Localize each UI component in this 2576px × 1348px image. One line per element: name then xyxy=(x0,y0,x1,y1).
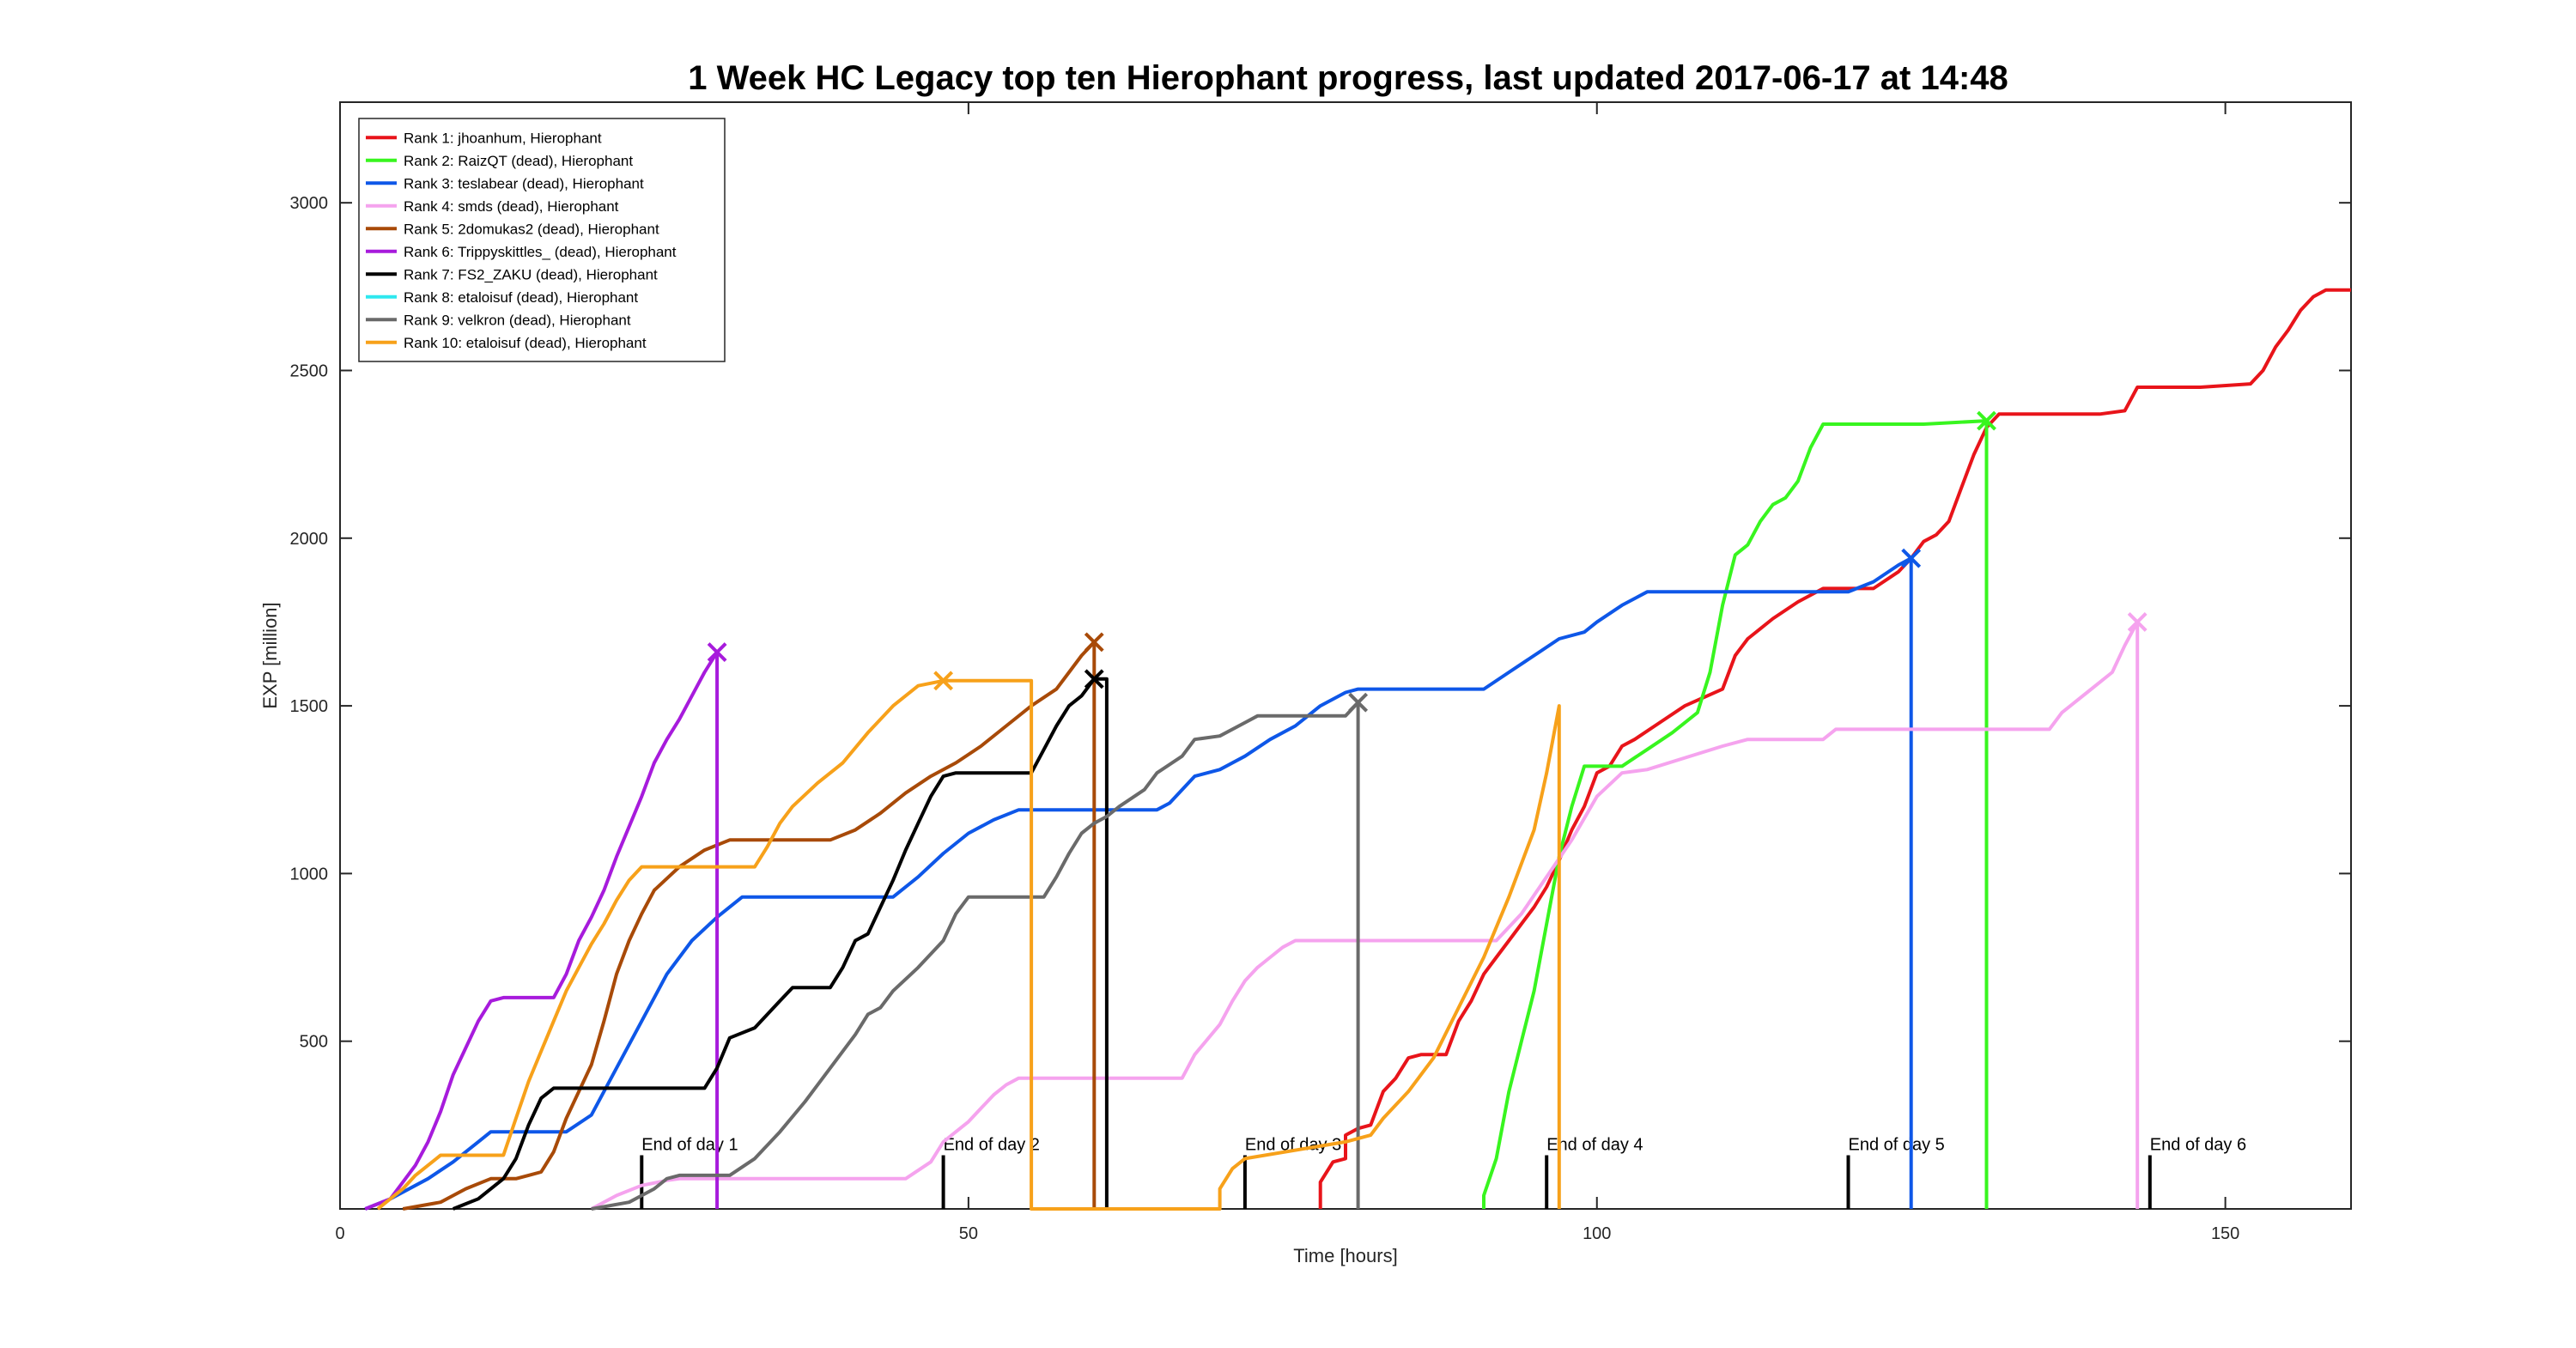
end-marker-rank-10 xyxy=(933,671,954,691)
x-tick-label: 150 xyxy=(2211,1224,2239,1243)
legend-entry-label: Rank 5: 2domukas2 (dead), Hierophant xyxy=(404,221,659,237)
day-marker-label: End of day 5 xyxy=(1849,1136,1945,1155)
series-line-rank-1 xyxy=(1318,288,2351,1209)
end-marker-rank-9 xyxy=(1348,692,1369,713)
y-tick-label: 1500 xyxy=(290,697,329,716)
x-tick-label: 100 xyxy=(1583,1224,1611,1243)
legend-box xyxy=(358,118,726,362)
legend-entry-label: Rank 10: etaloisuf (dead), Hierophant xyxy=(404,335,647,351)
end-marker-rank-4 xyxy=(2127,612,2148,632)
legend-entry-label: Rank 4: smds (dead), Hierophant xyxy=(404,198,619,215)
legend-entry-label: Rank 9: velkron (dead), Hierophant xyxy=(404,312,631,328)
x-tick-label: 0 xyxy=(335,1224,344,1243)
series-line-rank-2 xyxy=(1482,419,1989,1209)
day-marker-label: End of day 6 xyxy=(2150,1136,2246,1155)
legend: Rank 1: jhoanhum, Hierophant Rank 2: Raiz… xyxy=(358,118,726,362)
x-axis-label: Time [hours] xyxy=(1293,1245,1397,1266)
y-tick-label: 2500 xyxy=(290,361,329,380)
end-markers xyxy=(707,410,2148,713)
x-axis: 0 50 100 150 xyxy=(335,102,2239,1243)
legend-entry-label: Rank 2: RaizQT (dead), Hierophant xyxy=(404,153,633,169)
series-line-rank-6 xyxy=(364,650,720,1211)
y-tick-label: 1000 xyxy=(290,865,329,883)
end-marker-rank-5 xyxy=(1084,632,1104,653)
legend-entry-label: Rank 8: etaloisuf (dead), Hierophant xyxy=(404,289,638,306)
day-marker-label: End of day 1 xyxy=(641,1136,738,1155)
series-line-rank-10 xyxy=(376,678,1561,1211)
day-marker-label: End of day 4 xyxy=(1546,1136,1643,1155)
chart-title: 1 Week HC Legacy top ten Hierophant prog… xyxy=(688,59,2008,97)
day-annotations: End of day 1 End of day 2 End of day 3 End … xyxy=(640,1136,2246,1209)
legend-entry-label: Rank 3: teslabear (dead), Hierophant xyxy=(404,175,644,191)
legend-entry-label: Rank 7: FS2_ZAKU (dead), Hierophant xyxy=(404,266,658,282)
x-tick-label: 50 xyxy=(959,1224,978,1243)
legend-entry-label: Rank 1: jhoanhum, Hierophant xyxy=(404,130,602,146)
day-marker-label: End of day 3 xyxy=(1245,1136,1341,1155)
end-marker-rank-3 xyxy=(1901,548,1922,568)
series-line-rank-3 xyxy=(364,556,1913,1211)
y-tick-label: 3000 xyxy=(290,194,329,213)
end-marker-rank-2 xyxy=(1977,410,1996,431)
series-line-rank-4 xyxy=(590,620,2140,1211)
y-tick-label: 500 xyxy=(300,1033,328,1052)
day-marker-label: End of day 2 xyxy=(944,1136,1040,1155)
end-marker-rank-7 xyxy=(1084,669,1104,689)
series-lines xyxy=(364,288,2351,1211)
y-axis-label: EXP [million] xyxy=(259,602,281,708)
legend-entry-label: Rank 6: Trippyskittles_ (dead), Hieropha… xyxy=(404,244,677,260)
series-line-rank-7 xyxy=(452,677,1109,1211)
series-line-rank-9 xyxy=(591,701,1360,1211)
y-axis: 500 1000 1500 2000 2500 3000 xyxy=(290,194,2351,1052)
end-marker-rank-6 xyxy=(707,642,727,663)
y-tick-label: 2000 xyxy=(290,530,329,549)
series-line-rank-5 xyxy=(402,640,1097,1211)
